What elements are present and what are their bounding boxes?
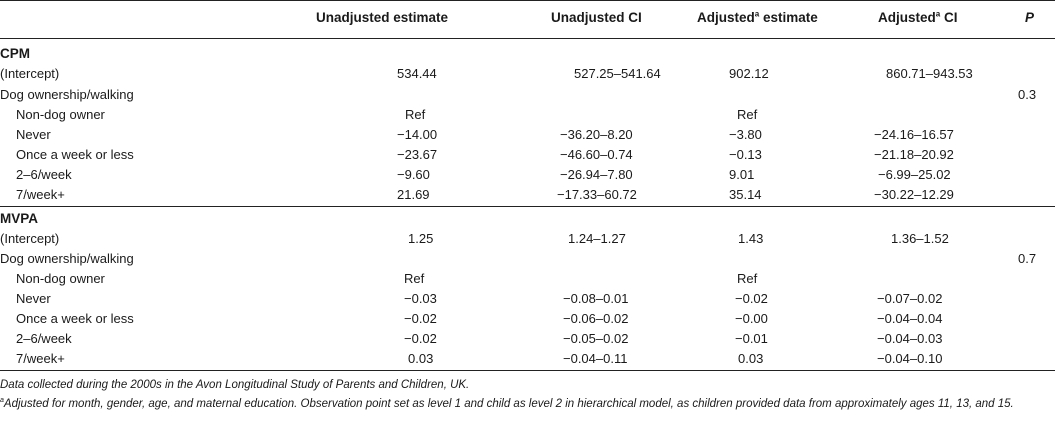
row-label: Non-dog owner [16,271,105,286]
cell-adjusted-estimate: −0.13 [729,147,762,162]
bottom-rule [0,370,1055,371]
table-row: (Intercept) 1.25 1.24–1.27 1.43 1.36–1.5… [0,229,1055,249]
cell-adjusted-ci: −24.16–16.57 [874,127,954,142]
cell-unadjusted-estimate: −0.02 [404,311,437,326]
section-title-cpm: CPM [0,46,30,61]
table-row: 2–6/week −0.02 −0.05–0.02 −0.01 −0.04–0.… [0,329,1055,349]
cell-unadjusted-ci: −0.08–0.01 [563,291,629,306]
table-row: 7/week+ 21.69 −17.33–60.72 35.14 −30.22–… [0,185,1055,205]
row-label: Never [16,291,51,306]
cell-unadjusted-ci: −36.20–8.20 [560,127,633,142]
header-adjusted-ci: Adjusteda CI [878,9,958,25]
row-label: Never [16,127,51,142]
cell-adjusted-estimate: 9.01 [729,167,755,182]
section-title-row: MVPA [0,209,1055,229]
header-unadjusted-estimate: Unadjusted estimate [316,10,449,25]
cell-adjusted-ci: −0.07–0.02 [877,291,943,306]
row-label: Once a week or less [16,311,134,326]
table-row: (Intercept) 534.44 527.25–541.64 902.12 … [0,64,1055,84]
cell-unadjusted-estimate: −0.02 [404,331,437,346]
cell-unadjusted-estimate: −14.00 [397,127,438,142]
table-row: Once a week or less −23.67 −46.60–0.74 −… [0,145,1055,165]
cell-unadjusted-ci: −0.06–0.02 [563,311,629,326]
cell-adjusted-estimate: −3.80 [729,127,762,142]
cell-adjusted-estimate: −0.00 [735,311,768,326]
header-p-value: P [1025,10,1035,25]
row-label: 7/week+ [16,351,65,366]
cell-adjusted-ci: −0.04–0.03 [877,331,943,346]
row-label: 7/week+ [16,187,65,202]
table-row: Never −0.03 −0.08–0.01 −0.02 −0.07–0.02 [0,289,1055,309]
cell-adjusted-estimate: 902.12 [729,66,769,81]
cell-unadjusted-estimate: Ref [405,107,426,122]
table-row: Non-dog owner Ref Ref [0,269,1055,289]
cell-unadjusted-ci: 527.25–541.64 [574,66,661,81]
cell-adjusted-estimate: 1.43 [738,231,764,246]
cell-adjusted-estimate: 35.14 [729,187,762,202]
top-rule [0,0,1055,1]
header-unadjusted-ci: Unadjusted CI [551,10,642,25]
cell-unadjusted-ci: −17.33–60.72 [557,187,637,202]
cell-adjusted-estimate: Ref [737,107,758,122]
table-row: Once a week or less −0.02 −0.06–0.02 −0.… [0,309,1055,329]
footnote-adjusted: aAdjusted for month, gender, age, and ma… [0,397,1014,410]
cell-adjusted-ci: −6.99–25.02 [878,167,951,182]
cell-adjusted-ci: −30.22–12.29 [874,187,954,202]
row-label: (Intercept) [0,66,60,81]
row-label: (Intercept) [0,231,60,246]
cell-adjusted-ci: −21.18–20.92 [874,147,954,162]
table-row: Never −14.00 −36.20–8.20 −3.80 −24.16–16… [0,125,1055,145]
header-rule [0,38,1055,39]
table-row: Dog ownership/walking 0.3 [0,85,1055,105]
cell-adjusted-estimate: 0.03 [738,351,764,366]
cell-unadjusted-estimate: −9.60 [397,167,430,182]
cell-unadjusted-ci: −26.94–7.80 [560,167,633,182]
cell-adjusted-estimate: Ref [737,271,758,286]
row-label: 2–6/week [16,167,72,182]
table-row: 2–6/week −9.60 −26.94–7.80 9.01 −6.99–25… [0,165,1055,185]
cell-adjusted-estimate: −0.02 [735,291,768,306]
section-rule [0,206,1055,207]
cell-unadjusted-estimate: −23.67 [397,147,438,162]
row-label: Dog ownership/walking [0,251,134,266]
table-row: Non-dog owner Ref Ref [0,105,1055,125]
table-row: 7/week+ 0.03 −0.04–0.11 0.03 −0.04–0.10 [0,349,1055,369]
cell-p-value: 0.7 [1018,251,1037,266]
footnote-source: Data collected during the 2000s in the A… [0,379,470,391]
cell-unadjusted-estimate: 1.25 [408,231,434,246]
row-label: Once a week or less [16,147,134,162]
table-row: Dog ownership/walking 0.7 [0,249,1055,269]
cell-adjusted-ci: 1.36–1.52 [891,231,949,246]
cell-unadjusted-ci: −46.60–0.74 [560,147,633,162]
cell-p-value: 0.3 [1018,87,1037,102]
row-label: Non-dog owner [16,107,105,122]
cell-unadjusted-ci: −0.05–0.02 [563,331,629,346]
row-label: 2–6/week [16,331,72,346]
cell-unadjusted-ci: −0.04–0.11 [563,351,628,366]
section-title-mvpa: MVPA [0,211,39,226]
cell-unadjusted-estimate: Ref [404,271,425,286]
header-adjusted-estimate: Adjusteda estimate [697,9,818,25]
cell-adjusted-ci: −0.04–0.10 [877,351,943,366]
cell-unadjusted-estimate: 0.03 [408,351,434,366]
cell-adjusted-ci: 860.71–943.53 [886,66,973,81]
cell-adjusted-ci: −0.04–0.04 [877,311,943,326]
cell-unadjusted-estimate: −0.03 [404,291,437,306]
cell-unadjusted-estimate: 21.69 [397,187,430,202]
cell-unadjusted-ci: 1.24–1.27 [568,231,626,246]
cell-unadjusted-estimate: 534.44 [397,66,437,81]
section-title-row: CPM [0,44,1055,64]
cell-adjusted-estimate: −0.01 [735,331,768,346]
row-label: Dog ownership/walking [0,87,134,102]
